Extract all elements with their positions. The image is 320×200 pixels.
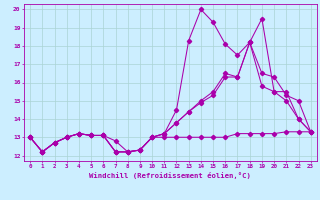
X-axis label: Windchill (Refroidissement éolien,°C): Windchill (Refroidissement éolien,°C) — [90, 172, 251, 179]
